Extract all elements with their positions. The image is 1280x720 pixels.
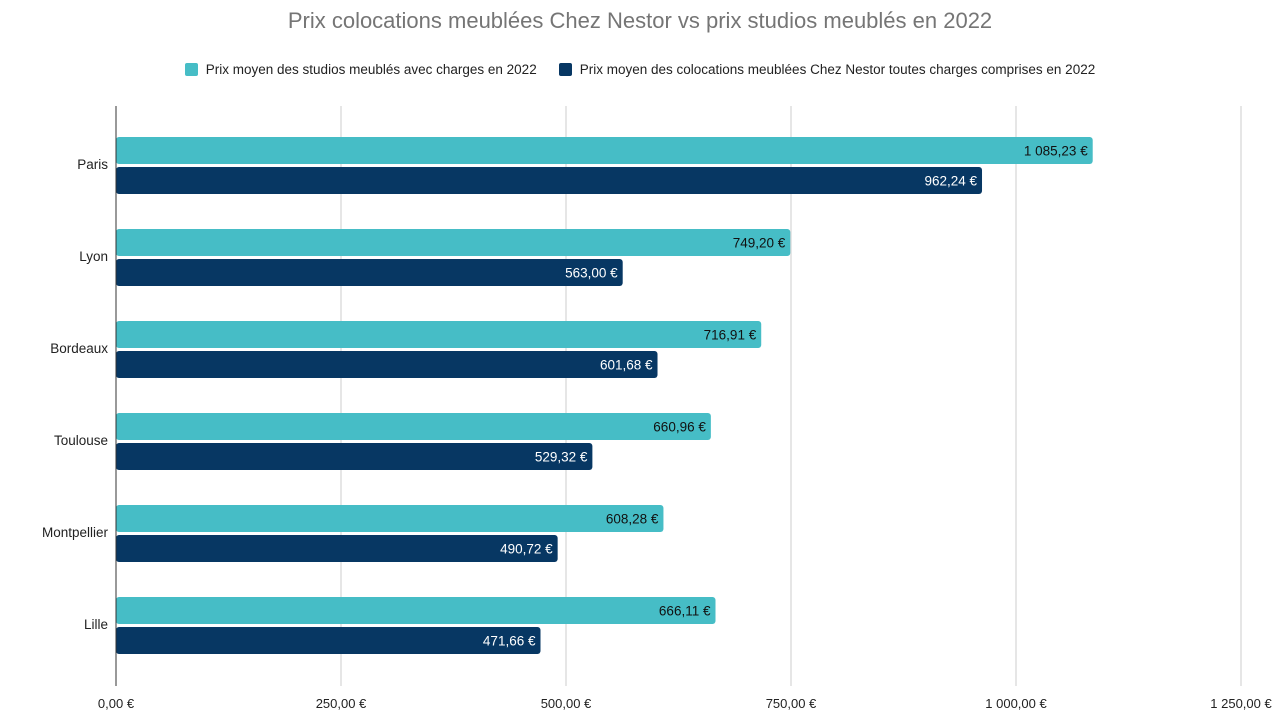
bar[interactable]: [116, 137, 1093, 164]
legend-label-colocations: Prix moyen des colocations meublées Chez…: [579, 62, 1096, 77]
legend-swatch-studios: [184, 63, 198, 76]
bar[interactable]: [116, 505, 664, 532]
bar[interactable]: [116, 627, 541, 654]
x-tick-label: 250,00 €: [316, 696, 367, 711]
data-label: 962,24 €: [924, 174, 977, 189]
x-tick-label: 1 250,00 €: [1210, 696, 1272, 711]
data-label: 716,91 €: [704, 328, 757, 343]
data-label: 749,20 €: [733, 236, 786, 251]
data-label: 666,11 €: [659, 604, 711, 619]
category-label: Lille: [84, 617, 108, 632]
data-label: 660,96 €: [653, 420, 706, 435]
data-label: 608,28 €: [606, 512, 659, 527]
legend-swatch-colocations: [558, 63, 572, 76]
chart-title: Prix colocations meublées Chez Nestor vs…: [287, 8, 993, 33]
legend: Prix moyen des studios meublés avec char…: [0, 62, 1280, 77]
data-label: 601,68 €: [600, 358, 653, 373]
data-label: 471,66 €: [483, 634, 536, 649]
bar[interactable]: [116, 413, 711, 440]
legend-item-studios[interactable]: Prix moyen des studios meublés avec char…: [184, 62, 537, 77]
legend-label-studios: Prix moyen des studios meublés avec char…: [205, 62, 537, 77]
data-label: 563,00 €: [565, 266, 618, 281]
category-label: Paris: [77, 157, 108, 172]
x-tick-label: 750,00 €: [766, 696, 817, 711]
bar[interactable]: [116, 229, 791, 256]
x-tick-label: 500,00 €: [541, 696, 592, 711]
bar[interactable]: [116, 351, 658, 378]
data-label: 529,32 €: [535, 450, 588, 465]
x-tick-label: 1 000,00 €: [985, 696, 1047, 711]
data-label: 490,72 €: [500, 542, 553, 557]
bar[interactable]: [116, 167, 983, 194]
bar[interactable]: [116, 443, 593, 470]
bar[interactable]: [116, 535, 558, 562]
bar[interactable]: [116, 597, 716, 624]
category-label: Lyon: [79, 249, 108, 264]
category-label: Bordeaux: [50, 341, 108, 356]
x-tick-label: 0,00 €: [98, 696, 135, 711]
data-label: 1 085,23 €: [1024, 144, 1088, 159]
category-label: Toulouse: [54, 433, 108, 448]
bar[interactable]: [116, 259, 623, 286]
category-label: Montpellier: [42, 525, 109, 540]
bar[interactable]: [116, 321, 762, 348]
legend-item-colocations[interactable]: Prix moyen des colocations meublées Chez…: [558, 62, 1096, 77]
